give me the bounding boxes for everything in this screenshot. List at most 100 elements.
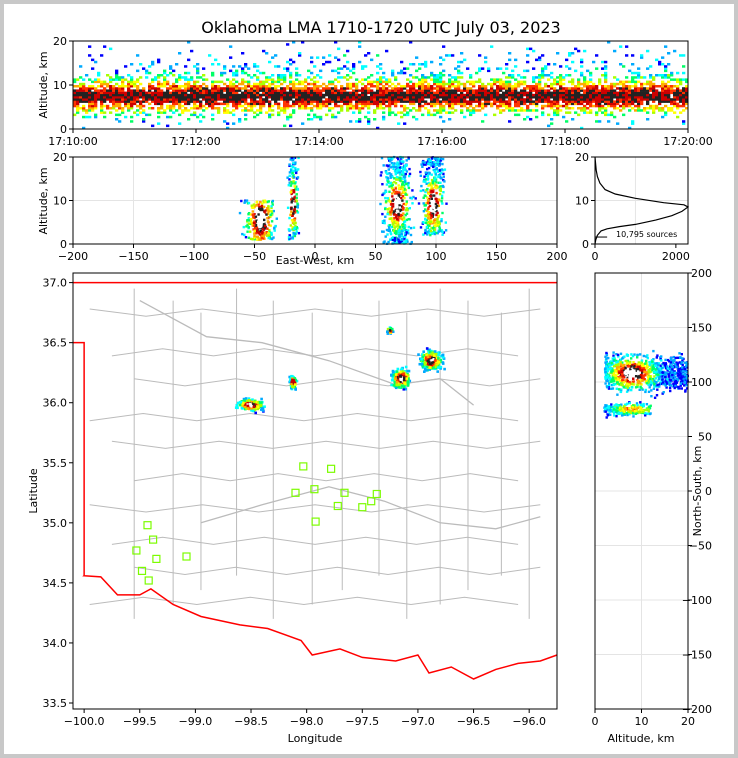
time-height-cell [595, 91, 599, 95]
plan-cell [423, 357, 426, 360]
time-height-cell [358, 111, 362, 114]
ew-cell [385, 183, 389, 186]
plan-cell [392, 384, 396, 387]
ew-cell [249, 230, 252, 233]
time-height-cell [151, 78, 155, 81]
time-height-cell [676, 91, 680, 95]
time-height-cell [646, 91, 650, 95]
time-height-cell [661, 91, 665, 95]
time-height-cell [640, 93, 644, 97]
time-height-cell [502, 91, 506, 95]
time-height-cell [517, 96, 521, 99]
plan-cell [435, 356, 439, 360]
time-height-cell [403, 100, 407, 103]
plan-cell [263, 405, 266, 408]
time-height-cell [511, 98, 515, 101]
time-height-cell [658, 102, 662, 106]
time-height-cell [190, 49, 194, 53]
time-height-cell [574, 102, 578, 106]
ew-cell [401, 199, 404, 202]
ew-cell [407, 186, 411, 190]
time-height-cell [463, 104, 467, 108]
time-height-cell [559, 87, 563, 90]
time-height-cell [385, 96, 389, 99]
time-height-cell [343, 87, 347, 90]
time-height-cell [589, 78, 593, 81]
ew-cell [436, 224, 439, 227]
time-height-cell [664, 111, 668, 114]
time-height-cell [220, 87, 224, 90]
time-height-cell [592, 89, 596, 92]
ew-cell [441, 211, 444, 215]
time-height-cell [640, 96, 644, 99]
ew-cell [424, 204, 427, 207]
time-height-cell [595, 120, 599, 123]
ew-cell [419, 226, 423, 229]
ew-cell [381, 230, 384, 233]
time-height-cell [574, 69, 578, 73]
ew-cell [440, 219, 443, 223]
time-height-cell [388, 93, 392, 97]
time-height-cell [175, 102, 179, 106]
x-tick-label: 17:20:00 [663, 135, 712, 148]
ew-cell [389, 238, 392, 242]
ew-cell [383, 219, 386, 222]
time-height-cell [376, 102, 380, 106]
time-height-cell [100, 80, 104, 84]
ew-cell [411, 189, 414, 192]
time-height-cell [190, 91, 194, 95]
time-height-cell [148, 113, 152, 117]
time-height-cell [280, 96, 284, 99]
time-height-cell [343, 54, 347, 57]
time-height-cell [163, 93, 167, 97]
time-height-cell [514, 93, 518, 97]
time-height-cell [253, 91, 257, 95]
time-height-cell [340, 109, 344, 112]
time-height-cell [442, 100, 446, 103]
time-height-cell [583, 98, 587, 101]
time-height-cell [616, 93, 620, 97]
time-height-cell [520, 89, 524, 92]
time-height-cell [340, 93, 344, 97]
time-height-cell [217, 96, 221, 99]
time-height-cell [265, 87, 269, 90]
time-height-cell [430, 74, 434, 77]
time-height-cell [151, 63, 155, 66]
time-height-cell [427, 82, 431, 86]
ew-cell [293, 211, 297, 214]
time-height-cell [685, 96, 689, 99]
ew-cell [428, 222, 432, 226]
plan-cell [250, 409, 253, 412]
time-height-cell [268, 96, 272, 99]
time-height-cell [142, 111, 146, 114]
time-height-cell [367, 111, 371, 114]
time-height-cell [565, 111, 569, 114]
time-height-cell [427, 76, 431, 79]
time-height-cell [397, 87, 401, 90]
time-height-cell [367, 52, 371, 55]
time-height-cell [253, 98, 257, 101]
time-height-cell [220, 71, 224, 75]
time-height-cell [442, 80, 446, 84]
time-height-cell [661, 76, 665, 79]
time-height-cell [100, 82, 104, 86]
time-height-cell [259, 87, 263, 90]
ew-cell [295, 168, 299, 171]
time-height-cell [568, 93, 572, 97]
ew-cell [441, 233, 444, 236]
ew-cell [389, 231, 392, 234]
time-height-cell [208, 104, 212, 108]
time-height-cell [490, 78, 494, 81]
time-height-cell [355, 82, 359, 86]
time-height-cell [121, 98, 125, 101]
time-height-cell [304, 102, 308, 106]
ew-cell [395, 232, 398, 235]
ew-cell [394, 182, 398, 185]
time-height-cell [289, 124, 293, 128]
ew-cell [295, 185, 298, 188]
time-height-cell [367, 122, 371, 125]
ew-cell [391, 223, 395, 226]
county-line [89, 412, 519, 422]
time-height-cell [142, 67, 146, 70]
